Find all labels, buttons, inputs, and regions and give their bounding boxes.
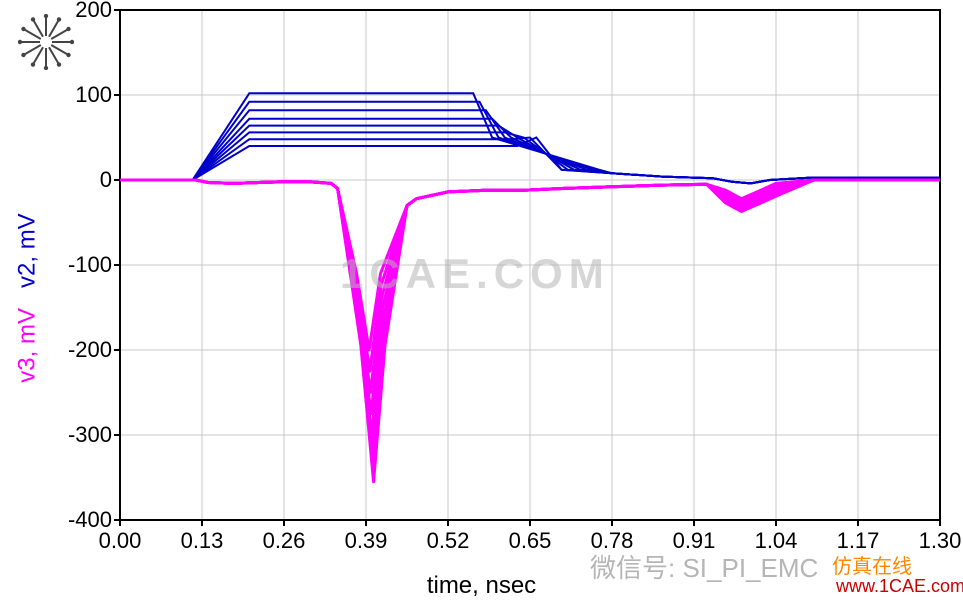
y-tick-label: -100	[42, 252, 112, 278]
y-tick-label: 0	[42, 167, 112, 193]
plot-area	[0, 0, 963, 596]
brand-url-watermark: www.1CAE.com	[836, 576, 963, 597]
wechat-watermark: 微信号: SI_PI_EMC	[590, 548, 818, 585]
x-tick-label: 0.39	[345, 528, 388, 554]
y-tick-label: -200	[42, 337, 112, 363]
y-tick-label: 100	[42, 82, 112, 108]
x-tick-label: 0.52	[427, 528, 470, 554]
center-watermark: 1CAE.COM	[340, 250, 610, 298]
x-tick-label: 1.30	[919, 528, 962, 554]
y-tick-label: -300	[42, 422, 112, 448]
brand-cn-watermark: 仿真在线	[832, 550, 912, 579]
vendor-logo-icon	[18, 14, 74, 70]
x-tick-label: 0.26	[263, 528, 306, 554]
x-tick-label: 0.13	[181, 528, 224, 554]
x-tick-label: 0.00	[99, 528, 142, 554]
chart-frame: v3, mV v2, mV time, nsec -400-300-200-10…	[0, 0, 963, 596]
x-tick-label: 0.65	[509, 528, 552, 554]
